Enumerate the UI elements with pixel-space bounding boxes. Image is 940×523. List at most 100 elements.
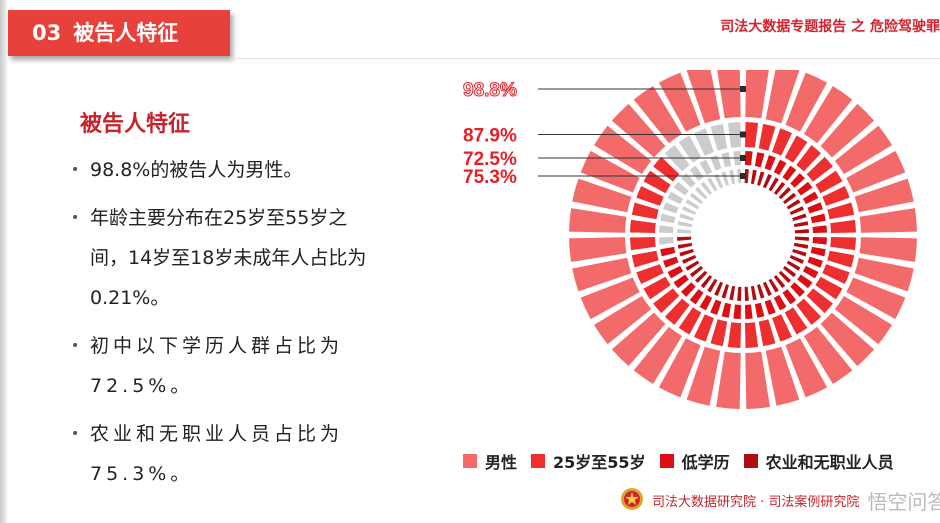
ring-segment-filled xyxy=(830,237,856,251)
data-label: 87.9% xyxy=(463,126,517,147)
ring-segment-filled xyxy=(830,219,856,233)
ring-segment-filled xyxy=(794,229,809,234)
ring-segment-filled xyxy=(810,213,826,224)
ring-segment-remainder xyxy=(707,177,718,192)
ring-segment-remainder xyxy=(677,221,693,228)
watermark-text: 悟空问答 xyxy=(867,490,940,514)
bullet-text: 年龄主要分布在25岁至55岁之间，14岁至18岁未成年人占比为0.21%。 xyxy=(90,207,367,309)
ring-segment-remainder xyxy=(678,135,702,163)
section-title: 被告人特征 xyxy=(73,21,179,45)
ring-segment-filled xyxy=(786,199,801,210)
data-label: 75.3% xyxy=(463,167,517,188)
data-label: 72.5% xyxy=(463,149,517,170)
ring-segment-filled xyxy=(790,173,805,188)
ring-segment-filled xyxy=(812,236,827,245)
ring-segment-filled xyxy=(820,103,875,158)
ring-segment-filled xyxy=(827,202,855,220)
footer-org-text: 司法大数据研究院 · 司法案例研究院 xyxy=(652,495,860,510)
ring-segment-filled xyxy=(611,103,666,158)
ring-segment-filled xyxy=(744,304,753,319)
ring-segment-remainder xyxy=(681,173,696,188)
ring-segment-filled xyxy=(744,151,753,166)
ring-segment-remainder xyxy=(710,155,722,171)
ring-segment-remainder xyxy=(689,165,704,181)
section-tab: 03 被告人特征 xyxy=(8,10,230,56)
ring-segment-remainder xyxy=(689,192,704,205)
report-title: 司法大数据专题报告 之 危险驾驶罪 xyxy=(720,19,940,35)
chart-legend: 男性 25岁至55岁 低学历 农业和无职业人员 xyxy=(463,449,908,473)
ring-segment-filled xyxy=(745,122,759,148)
ring-segment-filled xyxy=(794,236,809,241)
ring-segment-filled xyxy=(594,295,652,345)
ring-segment-filled xyxy=(854,257,914,292)
ring-segment-filled xyxy=(784,135,808,163)
ring-segment-filled xyxy=(699,294,713,311)
ring-segment-filled xyxy=(611,312,666,367)
ring-segment-filled xyxy=(653,156,680,182)
ring-segment-filled xyxy=(796,145,822,172)
ring-segment-filled xyxy=(803,326,853,384)
ring-segment-filled xyxy=(793,221,809,228)
ring-segment-filled xyxy=(834,295,892,345)
data-label: 98.8% xyxy=(463,80,517,101)
radial-bar-chart: 98.8% 87.9%72.5%75.3% xyxy=(463,70,917,409)
ring-segment-filled xyxy=(778,270,791,283)
ring-segment-filled xyxy=(569,208,627,233)
ring-segment-filled xyxy=(631,250,659,268)
ring-segment-remainder xyxy=(659,236,674,245)
ring-segment-filled xyxy=(792,249,807,257)
ring-segment-filled xyxy=(822,186,850,206)
footer: 司法大数据研究院 · 司法案例研究院 悟空问答 xyxy=(620,486,940,515)
ring-segment-filled xyxy=(710,319,728,347)
ring-segment-remainder xyxy=(660,213,676,224)
ring-segment-filled xyxy=(758,123,776,151)
ring-segment-filled xyxy=(745,322,759,348)
left-edge-bar xyxy=(0,0,7,523)
ring-segment-filled xyxy=(812,225,827,234)
ring-segment-filled xyxy=(750,169,757,185)
bullet-item: • 年龄主要分布在25岁至55岁之间，14岁至18岁未成年人占比为0.21%。 xyxy=(70,198,380,318)
section-number: 03 xyxy=(32,21,62,45)
ring-segment-filled xyxy=(806,156,833,182)
bullet-item: • 初中以下学历人群占比为72.5%。 xyxy=(70,326,380,406)
ring-segment-filled xyxy=(834,125,892,175)
ring-segment-filled xyxy=(765,346,800,406)
ring-segment-filled xyxy=(772,128,792,156)
ring-segment-filled xyxy=(714,281,724,296)
ring-segment-remainder xyxy=(673,181,689,196)
ring-segment-filled xyxy=(810,246,826,257)
leader-endpoint xyxy=(740,155,746,161)
ring-segment-filled xyxy=(750,285,757,301)
court-emblem-icon xyxy=(620,487,644,515)
ring-segment-filled xyxy=(689,265,704,278)
ring-segment-filled xyxy=(754,152,765,168)
bullet-dot-icon: • xyxy=(71,338,80,354)
ring-segment-filled xyxy=(785,338,828,398)
ring-segment-remainder xyxy=(710,123,728,151)
ring-segment-filled xyxy=(793,242,809,249)
ring-segment-filled xyxy=(658,338,701,398)
ring-segment-filled xyxy=(707,278,718,293)
ring-segment-filled xyxy=(681,282,696,297)
ring-segment-filled xyxy=(802,265,819,279)
ring-segment-filled xyxy=(569,237,627,262)
legend-label: 低学历 xyxy=(681,453,730,472)
ring-segment-filled xyxy=(686,346,721,406)
bullet-dot-icon: • xyxy=(71,162,80,178)
legend-label: 农业和无职业人员 xyxy=(765,453,894,472)
ring-segment-remainder xyxy=(667,191,684,205)
ring-segment-filled xyxy=(784,307,808,335)
ring-segment-filled xyxy=(785,72,828,132)
ring-segment-filled xyxy=(765,70,800,124)
bullet-item: • 农业和无职业人员占比为75.3%。 xyxy=(70,414,380,494)
legend-item-occupation: 农业和无职业人员 xyxy=(743,449,894,473)
ring-segment-filled xyxy=(807,202,823,214)
ring-segment-filled xyxy=(727,322,741,348)
ring-segment-filled xyxy=(630,237,656,251)
header-divider xyxy=(230,58,940,59)
ring-segment-filled xyxy=(778,187,791,200)
ring-segment-filled xyxy=(822,264,850,284)
ring-segment-filled xyxy=(630,219,656,233)
ring-segment-filled xyxy=(633,86,683,144)
ring-segment-filled xyxy=(572,257,632,292)
